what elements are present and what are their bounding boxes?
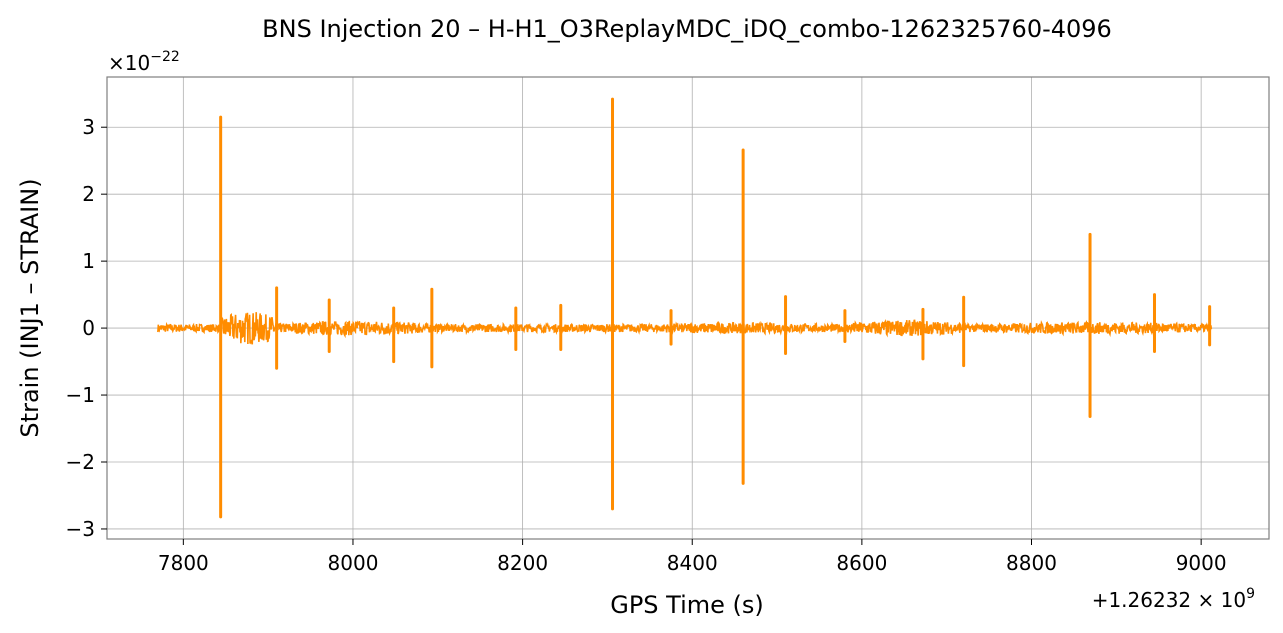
y-tick-label: 3: [82, 115, 95, 139]
grid: [107, 77, 1269, 539]
y-tick-label: −2: [66, 450, 95, 474]
x-offset-label: +1.26232 × 109: [1092, 586, 1255, 612]
y-tick-label: −1: [66, 383, 95, 407]
y-tick-label: 2: [82, 182, 95, 206]
y-scale-multiplier: ×10−22: [108, 49, 180, 75]
x-tick-label: 8200: [497, 551, 548, 575]
strain-trace: [157, 312, 1213, 345]
x-axis-label: GPS Time (s): [610, 591, 764, 619]
x-tick-label: 8600: [836, 551, 887, 575]
y-tick-label: 1: [82, 249, 95, 273]
x-tick-label: 7800: [158, 551, 209, 575]
chart-title: BNS Injection 20 – H-H1_O3ReplayMDC_iDQ_…: [262, 15, 1112, 43]
x-tick-label: 8800: [1006, 551, 1057, 575]
x-axis: 7800 8000 8200 8400 8600 8800 9000: [158, 539, 1227, 575]
x-tick-label: 8000: [328, 551, 379, 575]
y-axis: −3 −2 −1 0 1 2 3: [66, 115, 107, 541]
y-axis-label: Strain (INJ1 – STRAIN): [16, 178, 44, 437]
plot-area: [157, 97, 1213, 519]
y-tick-label: −3: [66, 517, 95, 541]
x-tick-label: 9000: [1176, 551, 1227, 575]
y-tick-label: 0: [82, 316, 95, 340]
x-tick-label: 8400: [667, 551, 718, 575]
plot-frame: [106, 76, 1270, 540]
